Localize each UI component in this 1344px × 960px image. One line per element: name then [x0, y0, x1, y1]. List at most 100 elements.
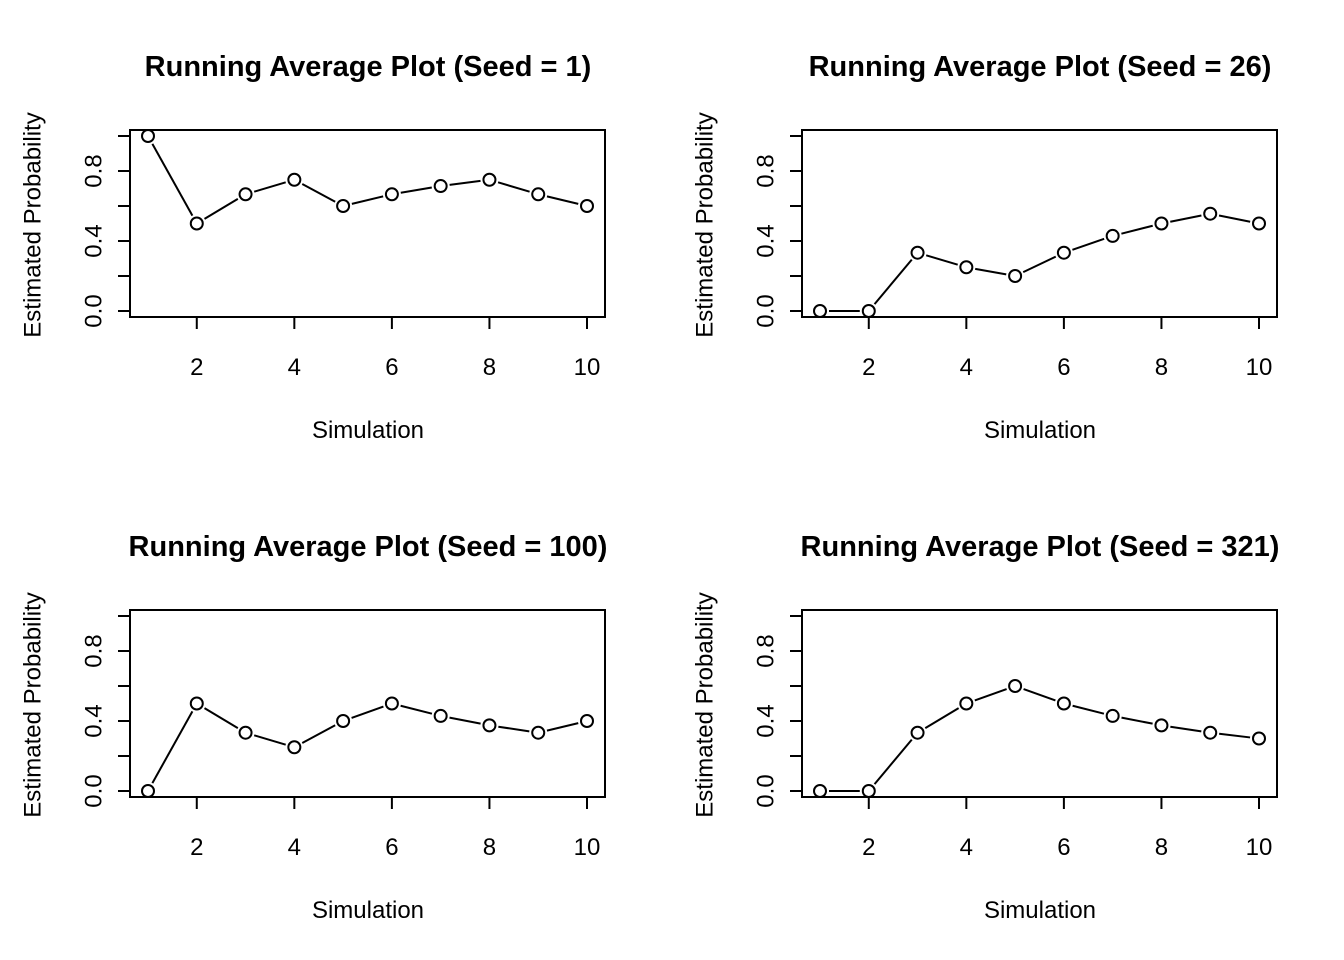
- y-tick-label: 0.0: [81, 774, 108, 807]
- series-line-segment: [1170, 725, 1202, 733]
- series-line-segment: [301, 724, 336, 744]
- series-line-segment: [498, 725, 530, 733]
- data-point: [1252, 731, 1266, 746]
- data-point: [238, 187, 253, 202]
- data-point: [336, 714, 351, 728]
- y-tick-label: 0.4: [81, 704, 108, 737]
- series-line-segment: [1121, 224, 1153, 235]
- series-line-segment: [1170, 214, 1202, 223]
- series-line-segment: [974, 688, 1007, 702]
- y-tick-label: 0.4: [753, 224, 780, 257]
- series-line-segment: [925, 254, 958, 266]
- data-point: [141, 784, 155, 798]
- data-point: [861, 304, 876, 318]
- data-point: [531, 187, 546, 202]
- x-tick-label: 4: [288, 354, 301, 381]
- data-point: [580, 714, 594, 728]
- x-tick-label: 2: [862, 834, 875, 861]
- x-tick-label: 6: [1057, 834, 1070, 861]
- data-point: [189, 216, 204, 231]
- data-point: [141, 129, 155, 143]
- series-line-segment: [873, 738, 913, 785]
- data-point: [433, 708, 448, 723]
- series-line-segment: [253, 734, 286, 746]
- x-tick-label: 4: [288, 834, 301, 861]
- data-point: [384, 696, 399, 711]
- data-point: [336, 199, 351, 213]
- data-point: [861, 784, 876, 798]
- data-point: [1154, 216, 1169, 231]
- series-line-segment: [151, 143, 194, 217]
- chart-title: Running Average Plot (Seed = 100): [129, 531, 608, 563]
- x-tick-label: 8: [483, 354, 496, 381]
- x-tick-label: 10: [574, 354, 601, 381]
- chart-panel: Running Average Plot (Seed = 321) 2 4 6 8 10 0…: [692, 531, 1280, 924]
- x-tick-label: 4: [960, 834, 973, 861]
- data-point: [1105, 228, 1120, 243]
- x-tick-label: 10: [1246, 354, 1273, 381]
- data-point: [813, 784, 827, 798]
- y-tick-label: 0.0: [753, 294, 780, 327]
- data-point: [482, 172, 497, 187]
- x-axis-label: Simulation: [312, 897, 424, 924]
- data-point: [813, 304, 827, 318]
- x-axis-label: Simulation: [984, 417, 1096, 444]
- y-tick-label: 0.8: [753, 634, 780, 667]
- y-tick-label: 0.4: [753, 704, 780, 737]
- data-point: [287, 740, 302, 755]
- x-tick-label: 6: [385, 354, 398, 381]
- x-tick-label: 6: [1057, 354, 1070, 381]
- y-axis-label: Estimated Probability: [20, 112, 47, 337]
- data-point: [1203, 725, 1218, 740]
- x-tick-label: 10: [574, 834, 601, 861]
- x-tick-label: 4: [960, 354, 973, 381]
- x-axis-label: Simulation: [312, 417, 424, 444]
- chart-title: Running Average Plot (Seed = 26): [809, 51, 1272, 83]
- series-line-segment: [1219, 732, 1251, 739]
- series-line-segment: [400, 186, 432, 194]
- chart-title: Running Average Plot (Seed = 1): [145, 51, 592, 83]
- plot-frame: [801, 129, 1278, 318]
- x-tick-label: 8: [1155, 834, 1168, 861]
- series-line-segment: [1218, 214, 1251, 223]
- chart-panel: Running Average Plot (Seed = 26) 2 4 6 8 10 0.…: [692, 51, 1278, 444]
- data-point: [910, 245, 925, 260]
- y-axis-label: Estimated Probability: [692, 592, 719, 817]
- data-point: [959, 696, 974, 711]
- y-tick-label: 0.4: [81, 224, 108, 257]
- y-tick-label: 0.0: [81, 294, 108, 327]
- x-tick-label: 8: [483, 834, 496, 861]
- series-line-segment: [203, 707, 239, 729]
- y-tick-label: 0.0: [753, 774, 780, 807]
- series-line-segment: [924, 707, 960, 729]
- data-point: [580, 199, 594, 213]
- series-line-segment: [1121, 716, 1153, 725]
- series-line-segment: [1072, 704, 1105, 715]
- data-point: [1154, 718, 1169, 733]
- series-line-segment: [203, 198, 239, 220]
- y-tick-label: 0.8: [81, 154, 108, 187]
- series-line-segment: [449, 179, 481, 186]
- series-line-segment: [1072, 237, 1105, 251]
- y-axis-label: Estimated Probability: [20, 592, 47, 817]
- x-tick-label: 10: [1246, 834, 1273, 861]
- plot-frame: [801, 609, 1278, 798]
- data-point: [433, 179, 448, 194]
- series-line-segment: [449, 716, 481, 725]
- series-line-segment: [151, 710, 194, 784]
- series-line-segment: [975, 267, 1007, 276]
- series-line-segment: [546, 195, 579, 205]
- data-point: [1008, 679, 1023, 693]
- y-tick-label: 0.8: [753, 154, 780, 187]
- x-tick-label: 2: [190, 354, 203, 381]
- x-tick-label: 2: [190, 834, 203, 861]
- series-line-segment: [351, 195, 384, 205]
- data-point: [1203, 206, 1218, 221]
- chart-panel: Running Average Plot (Seed = 100) 2 4 6 8 10 0…: [20, 531, 608, 924]
- data-point: [959, 260, 974, 275]
- series-line-segment: [873, 258, 913, 305]
- data-point: [189, 696, 204, 711]
- data-point: [238, 725, 253, 740]
- series-line-segment: [301, 183, 336, 203]
